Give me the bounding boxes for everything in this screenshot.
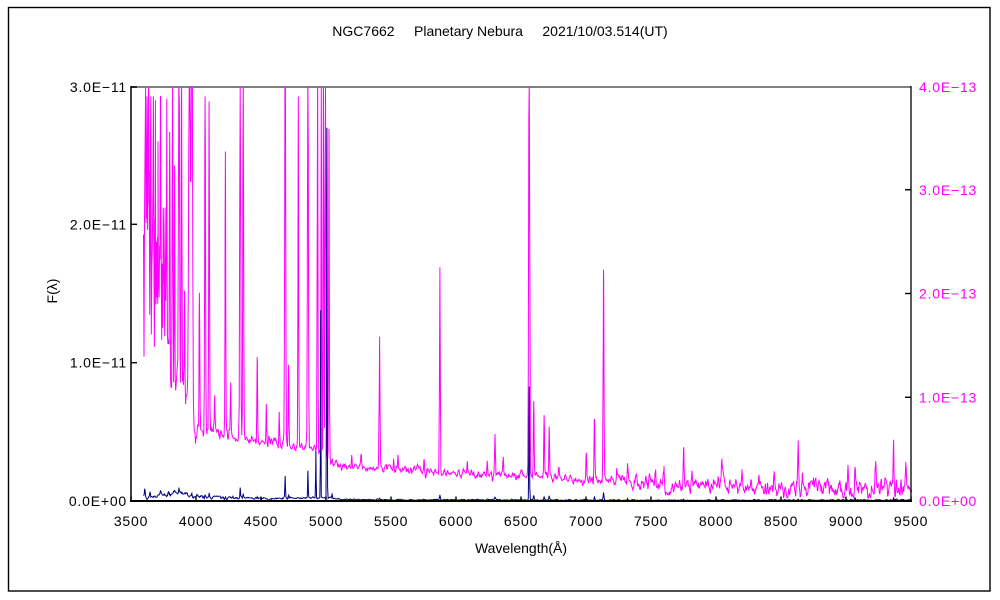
- svg-text:2.0E−11: 2.0E−11: [70, 216, 127, 232]
- svg-text:8000: 8000: [699, 513, 733, 529]
- svg-text:2.0E−13: 2.0E−13: [919, 286, 977, 302]
- svg-text:F(λ): F(λ): [44, 279, 60, 304]
- svg-text:7000: 7000: [569, 513, 603, 529]
- svg-text:4000: 4000: [179, 513, 213, 529]
- svg-text:4.0E−13: 4.0E−13: [919, 79, 977, 95]
- svg-text:5500: 5500: [374, 513, 408, 529]
- svg-text:1.0E−11: 1.0E−11: [70, 355, 127, 371]
- svg-text:NGC7662 Planetary Nebura: NGC7662 Planetary Nebura 2021/10/03.514(…: [332, 23, 667, 39]
- svg-text:6000: 6000: [439, 513, 473, 529]
- svg-text:7500: 7500: [634, 513, 668, 529]
- svg-text:9500: 9500: [894, 513, 928, 529]
- svg-text:0.0E+00: 0.0E+00: [919, 493, 977, 509]
- svg-text:3.0E−11: 3.0E−11: [70, 79, 127, 95]
- svg-text:4500: 4500: [244, 513, 278, 529]
- svg-text:3500: 3500: [114, 513, 148, 529]
- svg-text:9000: 9000: [829, 513, 863, 529]
- svg-text:0.0E+00: 0.0E+00: [69, 493, 127, 509]
- svg-text:5000: 5000: [309, 513, 343, 529]
- svg-text:6500: 6500: [504, 513, 538, 529]
- svg-text:3.0E−13: 3.0E−13: [919, 182, 977, 198]
- svg-text:Wavelength(Å): Wavelength(Å): [475, 540, 567, 556]
- svg-text:8500: 8500: [764, 513, 798, 529]
- svg-text:1.0E−13: 1.0E−13: [919, 389, 977, 405]
